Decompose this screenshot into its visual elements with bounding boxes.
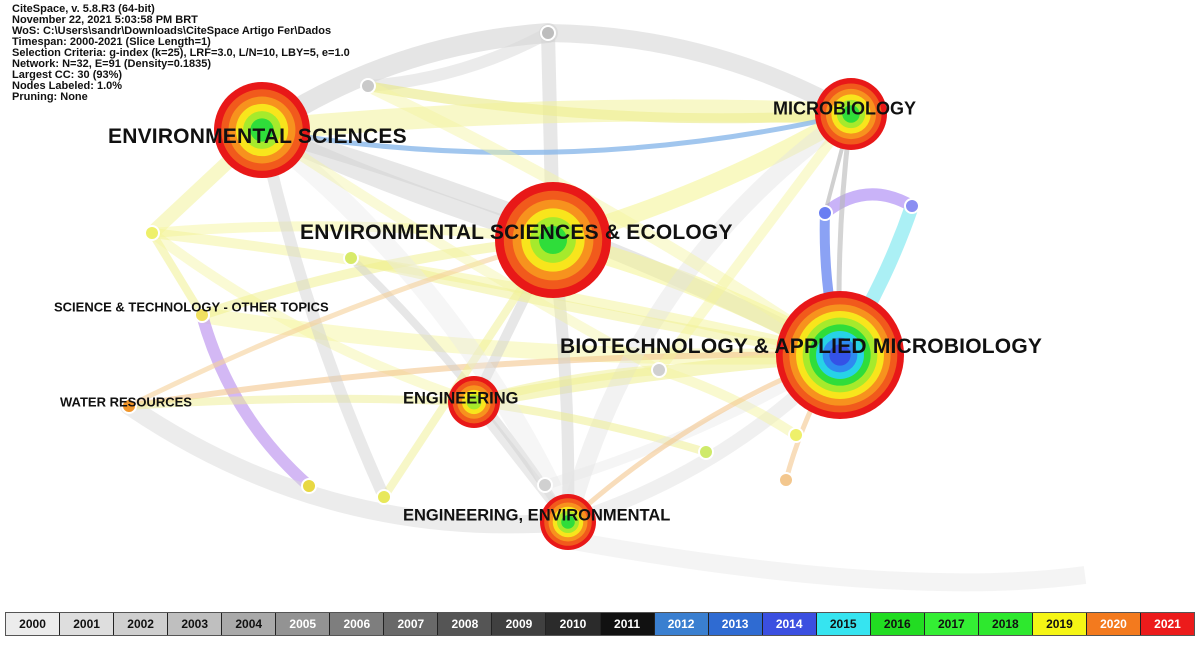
network-edge [126, 237, 556, 409]
network-edge [539, 24, 860, 123]
label-biotechnology-applied-microbiology: BIOTECHNOLOGY & APPLIED MICROBIOLOGY [560, 335, 1043, 358]
node-minor [540, 25, 556, 41]
legend-year-2001: 2001 [60, 613, 115, 635]
node-minor [698, 444, 714, 460]
co-occurrence-network [120, 23, 1087, 592]
network-edge [654, 365, 801, 440]
node-minor [817, 205, 833, 221]
network-edge [252, 120, 578, 532]
node-biotechnology-applied-microbiology [776, 291, 904, 419]
legend-year-2015: 2015 [816, 613, 871, 635]
node-minor [301, 478, 317, 494]
network-edge [346, 253, 845, 360]
network-edge [654, 109, 856, 375]
metadata-line: Largest CC: 30 (93%) [12, 69, 123, 81]
network-edge [259, 111, 854, 156]
node-minor [904, 198, 920, 214]
legend-year-2006: 2006 [330, 613, 385, 635]
legend-year-2019: 2019 [1032, 613, 1087, 635]
metadata-line: CiteSpace, v. 5.8.R3 (64-bit) [12, 3, 155, 15]
label-water-resources: WATER RESOURCES [60, 394, 192, 410]
legend-year-2017: 2017 [924, 613, 979, 635]
label-environmental-sciences: ENVIRONMENTAL SCIENCES [108, 125, 407, 148]
network-edge [362, 27, 554, 92]
legend-year-2005: 2005 [276, 613, 331, 635]
network-edge [196, 309, 315, 492]
network-edge [256, 124, 390, 503]
network-edge [147, 228, 845, 360]
metadata-line: Timespan: 2000-2021 (Slice Length=1) [12, 36, 211, 48]
network-nodes [121, 25, 920, 550]
node-microbiology [815, 78, 887, 150]
legend-year-2010: 2010 [546, 613, 601, 635]
metadata-line: Nodes Labeled: 1.0% [12, 80, 123, 92]
network-edge [566, 531, 1087, 592]
label-microbiology: MICROBIOLOGY [773, 98, 916, 119]
node-environmental-sciences [214, 82, 310, 178]
legend-year-2020: 2020 [1086, 613, 1141, 635]
node-engineering-environmental [540, 494, 596, 550]
year-color-legend: 2000 2001 2002 2003 2004 2005 2006 2007 2008 2009… [5, 612, 1195, 636]
network-edge [251, 99, 862, 141]
legend-year-2007: 2007 [384, 613, 439, 635]
network-edge [819, 188, 918, 219]
metadata-line: Selection Criteria: g-index (k=25), LRF=… [12, 47, 350, 59]
legend-year-2000: 2000 [6, 613, 61, 635]
node-water-resources [121, 398, 137, 414]
legend-year-2011: 2011 [600, 613, 655, 635]
node-minor [778, 472, 794, 488]
node-engineering [448, 376, 500, 428]
legend-year-2021: 2021 [1140, 613, 1195, 635]
label-engineering: ENGINEERING [403, 389, 519, 408]
metadata-line: Network: N=32, E=91 (Density=0.1835) [12, 58, 212, 70]
node-minor [144, 225, 160, 241]
node-science-technology [194, 307, 210, 323]
network-edge [120, 397, 577, 534]
legend-year-2008: 2008 [438, 613, 493, 635]
network-edge [148, 229, 206, 319]
metadata-line: WoS: C:\Users\sandr\Downloads\CiteSpace … [12, 25, 332, 37]
node-environmental-sciences-ecology [495, 182, 611, 298]
metadata-line: Pruning: None [12, 91, 88, 103]
legend-year-2004: 2004 [222, 613, 277, 635]
node-minor [360, 78, 376, 94]
node-minor [343, 250, 359, 266]
metadata-line: November 22, 2021 5:03:58 PM BRT [12, 14, 198, 26]
network-edge [470, 398, 710, 456]
network-edge [257, 125, 664, 375]
node-minor [651, 362, 667, 378]
network-edge [125, 394, 478, 410]
legend-year-2002: 2002 [114, 613, 169, 635]
legend-year-2016: 2016 [870, 613, 925, 635]
legend-year-2018: 2018 [978, 613, 1033, 635]
citespace-metadata: CiteSpace, v. 5.8.R3 (64-bit) November 22… [12, 4, 350, 103]
legend-year-2003: 2003 [168, 613, 223, 635]
network-edge [362, 80, 846, 361]
node-minor [537, 477, 553, 493]
label-science-technology-other-topics: SCIENCE & TECHNOLOGY - OTHER TOPICS [54, 299, 329, 315]
network-edge [126, 351, 843, 409]
legend-year-2009: 2009 [492, 613, 547, 635]
legend-year-2013: 2013 [708, 613, 763, 635]
label-engineering-environmental: ENGINEERING, ENVIRONMENTAL [403, 506, 671, 525]
node-minor [788, 427, 804, 443]
legend-year-2014: 2014 [762, 613, 817, 635]
node-minor [376, 489, 392, 505]
label-environmental-sciences-ecology: ENVIRONMENTAL SCIENCES & ECOLOGY [300, 221, 733, 244]
network-edge [559, 105, 860, 531]
legend-year-2012: 2012 [654, 613, 709, 635]
